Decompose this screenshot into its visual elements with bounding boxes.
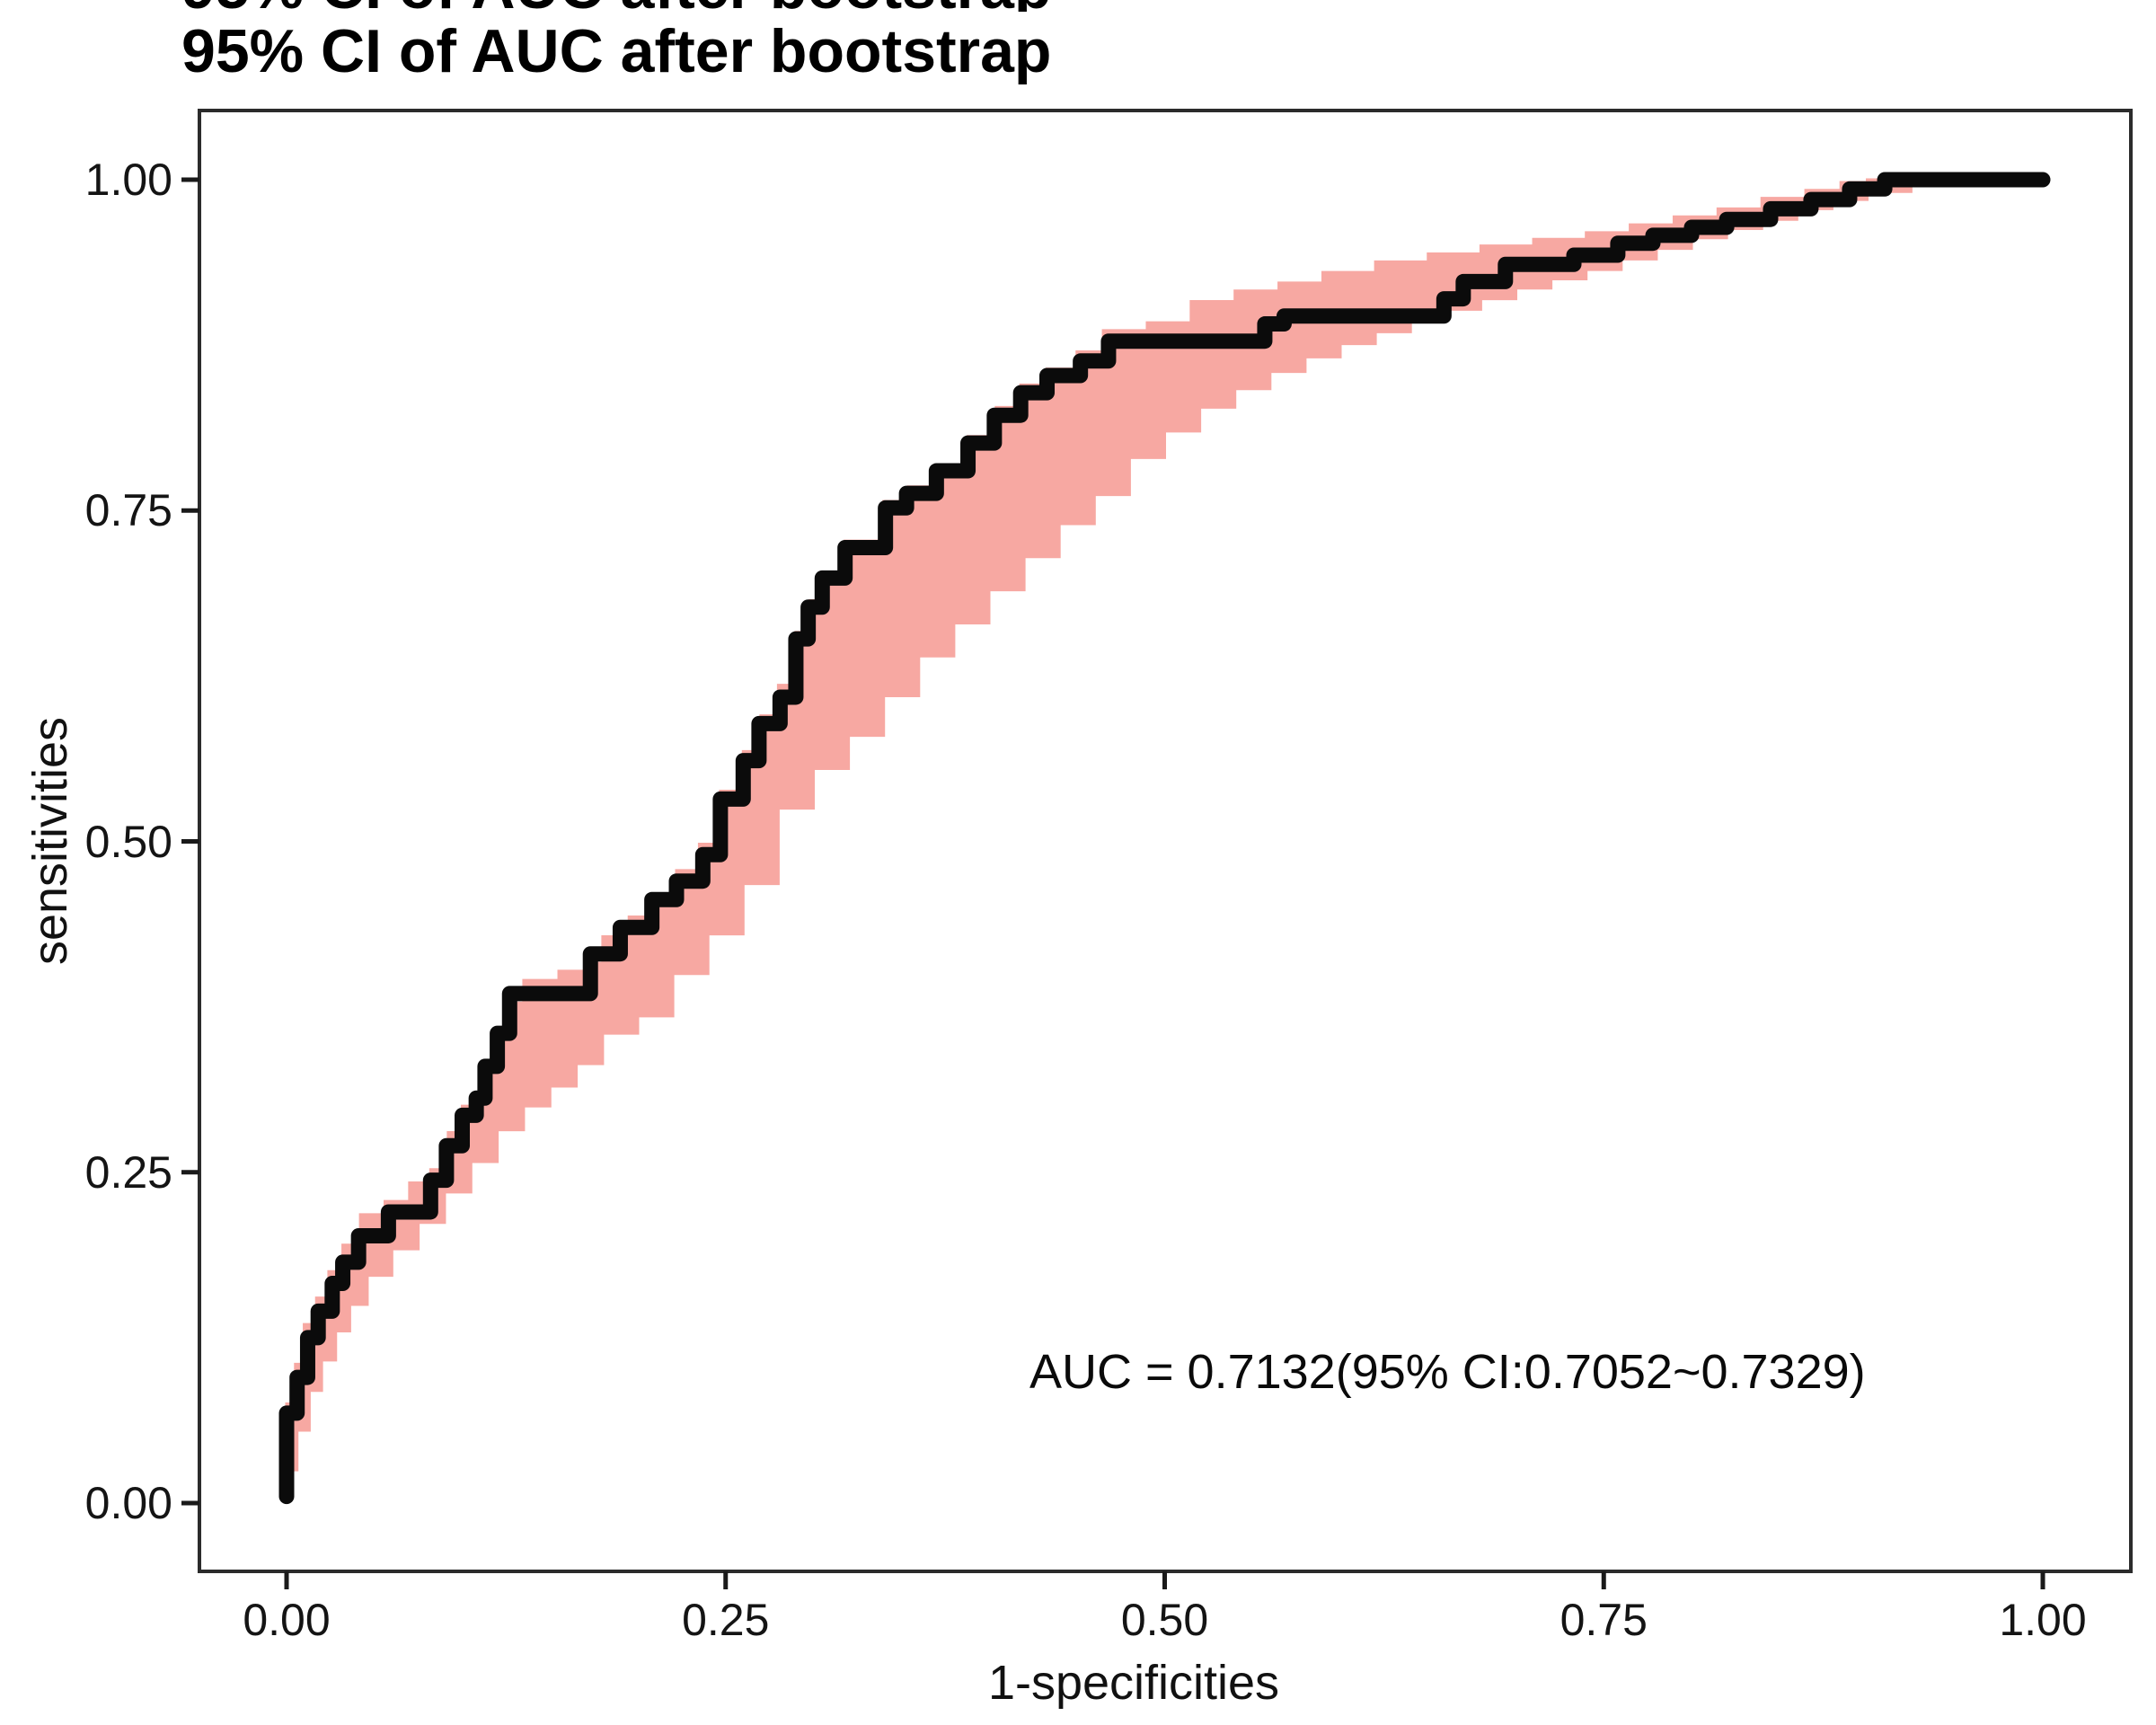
y-tick-label: 0.00 — [84, 1478, 172, 1528]
y-tick-label: 0.50 — [84, 816, 172, 867]
auc-annotation: AUC = 0.7132(95% CI:0.7052~0.7329) — [1029, 1345, 1866, 1399]
x-tick-label: 0.50 — [1120, 1595, 1209, 1645]
clipped-text-remnant: 95% CI of AUC after bootstrap — [181, 0, 1170, 12]
roc-curve — [278, 172, 2051, 1505]
x-tick-label: 0.75 — [1560, 1595, 1648, 1645]
clipped-text-remnant-text: 95% CI of AUC after bootstrap — [181, 0, 1170, 12]
plot-area — [278, 172, 2051, 1505]
x-tick-label: 0.25 — [682, 1595, 770, 1645]
y-tick-label: 0.25 — [84, 1146, 172, 1198]
y-tick-label: 0.75 — [84, 485, 172, 536]
confidence-band — [285, 178, 2043, 1503]
chart-title: 95% CI of AUC after bootstrap — [181, 17, 1052, 85]
x-tick-label: 0.00 — [243, 1595, 331, 1645]
x-axis-label: 1-specificities — [987, 1656, 1280, 1710]
y-tick-label: 1.00 — [84, 155, 172, 205]
y-axis-label: sensitivities — [23, 716, 77, 966]
x-tick-label: 1.00 — [1999, 1595, 2087, 1645]
